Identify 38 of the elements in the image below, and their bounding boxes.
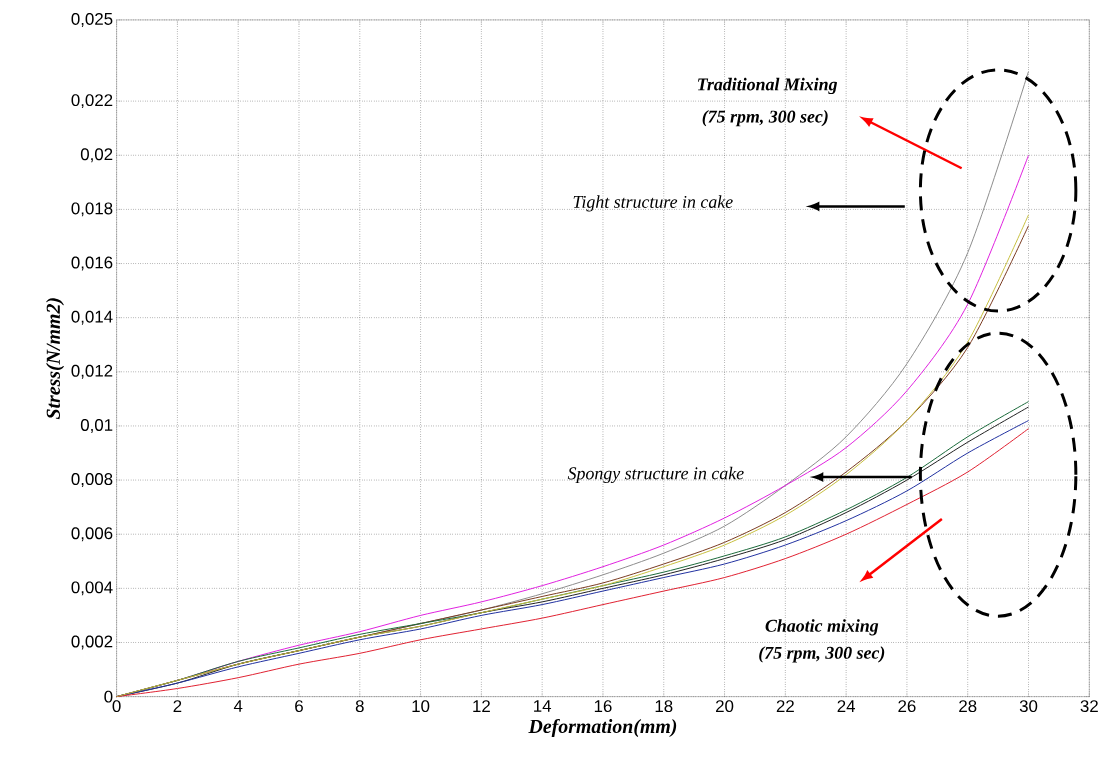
x-tick-label: 8 — [355, 699, 364, 712]
x-tick-label: 24 — [837, 699, 856, 712]
x-tick-label: 28 — [959, 699, 977, 712]
y-tick-label: 0,002 — [71, 635, 113, 650]
y-tick-label: 0,012 — [71, 364, 113, 379]
annotation: Chaotic mixing — [765, 619, 879, 636]
y-tick-label: 0,018 — [71, 202, 113, 217]
y-tick-label: 0,004 — [71, 581, 113, 596]
y-tick-label: 0,02 — [80, 148, 113, 163]
annotation: Spongy structure in cake — [567, 466, 744, 483]
x-tick-label: 12 — [473, 699, 490, 712]
x-tick-label: 30 — [1019, 699, 1038, 712]
y-tick-label: 0,014 — [71, 310, 113, 325]
x-tick-label: 10 — [412, 699, 430, 712]
x-tick-label: 18 — [655, 699, 673, 712]
x-tick-label: 0 — [112, 699, 121, 712]
x-tick-label: 16 — [594, 699, 612, 712]
annotation: (75 rpm, 300 sec) — [702, 109, 828, 127]
x-tick-label: 2 — [173, 699, 182, 712]
annotation: Tight structure in cake — [573, 195, 733, 212]
y-tick-label: 0,006 — [71, 527, 113, 542]
annotation: Traditional Mixing — [697, 77, 838, 94]
y-tick-label: 0,008 — [71, 472, 113, 487]
y-axis-title: Stress(N/mm2) — [46, 298, 65, 419]
x-tick-label: 22 — [776, 699, 794, 712]
x-tick-label: 6 — [295, 699, 303, 712]
y-tick-label: 0,025 — [71, 12, 113, 27]
annotation: (75 rpm, 300 sec) — [759, 646, 885, 663]
y-tick-label: 0,01 — [80, 418, 113, 433]
x-tick-label: 20 — [716, 699, 734, 712]
x-tick-label: 26 — [898, 699, 916, 712]
x-tick-label: 4 — [233, 699, 243, 712]
y-tick-label: 0,016 — [71, 256, 113, 271]
x-axis-title: Deformation(mm) — [528, 718, 677, 737]
x-tick-label: 32 — [1080, 699, 1098, 712]
y-tick-label: 0,022 — [71, 93, 113, 108]
y-tick-label: 0 — [104, 690, 113, 703]
x-tick-label: 14 — [534, 699, 552, 712]
